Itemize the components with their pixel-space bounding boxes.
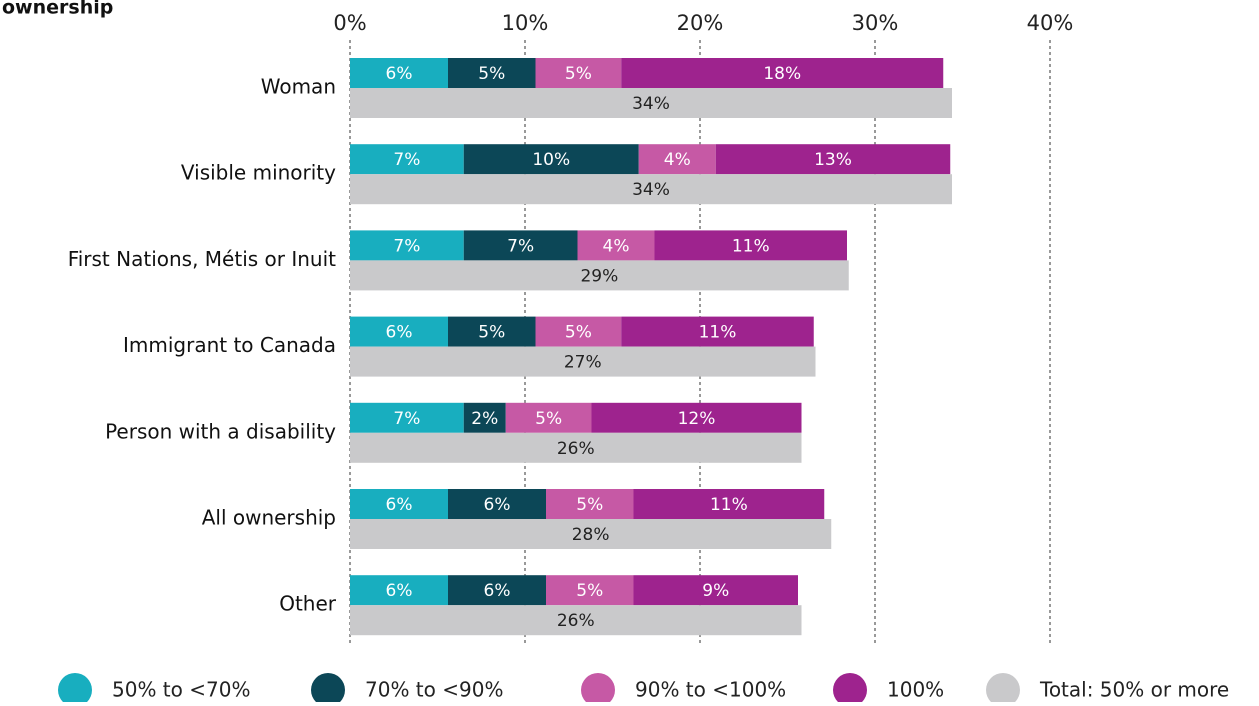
- data-label: 5%: [565, 323, 592, 343]
- bar-segment: [638, 144, 716, 175]
- bar-segment: [535, 58, 622, 88]
- bar-segment: [448, 489, 546, 519]
- bar-segment: [546, 575, 634, 606]
- data-label: 28%: [572, 525, 610, 545]
- bar-segment: [633, 575, 798, 606]
- data-label: 5%: [535, 409, 562, 429]
- bar-segment: [448, 575, 546, 606]
- bar-segment: [633, 489, 825, 519]
- y-tick-label: Immigrant to Canada: [123, 333, 336, 357]
- y-tick-label: Other: [279, 592, 337, 616]
- total-bar: [350, 260, 849, 291]
- x-tick-label: 20%: [677, 11, 724, 35]
- x-tick-label: 10%: [502, 11, 549, 35]
- y-tick-label: First Nations, Métis or Inuit: [68, 247, 336, 271]
- data-label: 6%: [484, 581, 511, 601]
- bar-segment: [350, 402, 464, 433]
- total-bar: [350, 174, 952, 205]
- data-label: 7%: [393, 236, 420, 256]
- data-label: 2%: [471, 409, 498, 429]
- total-bar: [350, 519, 832, 549]
- data-label: 10%: [532, 150, 570, 170]
- total-bar: [350, 605, 802, 636]
- bar-segment: [350, 489, 448, 519]
- bar-segment: [546, 489, 634, 519]
- bar-segment: [350, 144, 464, 175]
- data-label: 5%: [576, 495, 603, 515]
- bar-segment: [448, 58, 536, 88]
- bar-segment: [621, 58, 944, 88]
- bar-segment: [350, 316, 448, 347]
- data-label: 26%: [557, 439, 595, 459]
- chart-title: ownership: [2, 0, 113, 19]
- total-bar: [350, 88, 952, 118]
- x-tick-label: 0%: [333, 11, 366, 35]
- bar-segment: [463, 230, 578, 261]
- data-label: 6%: [386, 323, 413, 343]
- data-label: 13%: [814, 150, 852, 170]
- data-label: 5%: [576, 581, 603, 601]
- bar-segment: [591, 402, 802, 433]
- data-label: 27%: [564, 353, 602, 373]
- bar-segment: [715, 144, 951, 175]
- bar-segment: [350, 58, 448, 88]
- y-tick-label: All ownership: [202, 506, 336, 530]
- data-label: 18%: [763, 64, 801, 84]
- bar-segment: [577, 230, 655, 261]
- bar-segment: [448, 316, 536, 347]
- data-label: 11%: [710, 495, 748, 515]
- legend-label: 70% to <90%: [365, 678, 503, 702]
- data-label: 6%: [386, 64, 413, 84]
- data-label: 34%: [632, 94, 670, 114]
- data-label: 4%: [664, 150, 691, 170]
- bar-segment: [463, 402, 506, 433]
- data-label: 5%: [478, 64, 505, 84]
- bar-segment: [350, 575, 448, 606]
- legend-swatch: [58, 673, 92, 706]
- legend-label: 100%: [887, 678, 944, 702]
- data-label: 11%: [699, 323, 737, 343]
- legend-swatch: [986, 673, 1020, 706]
- data-label: 5%: [565, 64, 592, 84]
- data-label: 6%: [386, 495, 413, 515]
- bar-segment: [505, 402, 592, 433]
- data-label: 9%: [702, 581, 729, 601]
- y-tick-label: Visible minority: [181, 161, 336, 185]
- total-bar: [350, 432, 802, 463]
- y-tick-label: Person with a disability: [105, 419, 336, 443]
- bar-segment: [463, 144, 639, 175]
- data-label: 6%: [386, 581, 413, 601]
- data-label: 4%: [603, 236, 630, 256]
- data-label: 12%: [678, 409, 716, 429]
- data-label: 29%: [580, 266, 618, 286]
- data-label: 5%: [478, 323, 505, 343]
- data-label: 6%: [484, 495, 511, 515]
- x-tick-label: 30%: [852, 11, 899, 35]
- bar-segment: [654, 230, 847, 261]
- bar-segment: [535, 316, 622, 347]
- data-label: 11%: [732, 236, 770, 256]
- total-bar: [350, 346, 816, 377]
- x-tick-label: 40%: [1027, 11, 1074, 35]
- legend-swatch: [311, 673, 345, 706]
- legend-swatch: [833, 673, 867, 706]
- bar-segment: [621, 316, 814, 347]
- data-label: 34%: [632, 180, 670, 200]
- legend-label: 90% to <100%: [635, 678, 786, 702]
- data-label: 7%: [393, 409, 420, 429]
- legend-label: Total: 50% or more: [1039, 678, 1229, 702]
- data-label: 7%: [393, 150, 420, 170]
- y-tick-label: Woman: [261, 75, 336, 99]
- data-label: 7%: [507, 236, 534, 256]
- data-label: 26%: [557, 611, 595, 631]
- legend-swatch: [581, 673, 615, 706]
- bar-segment: [350, 230, 464, 261]
- legend-label: 50% to <70%: [112, 678, 250, 702]
